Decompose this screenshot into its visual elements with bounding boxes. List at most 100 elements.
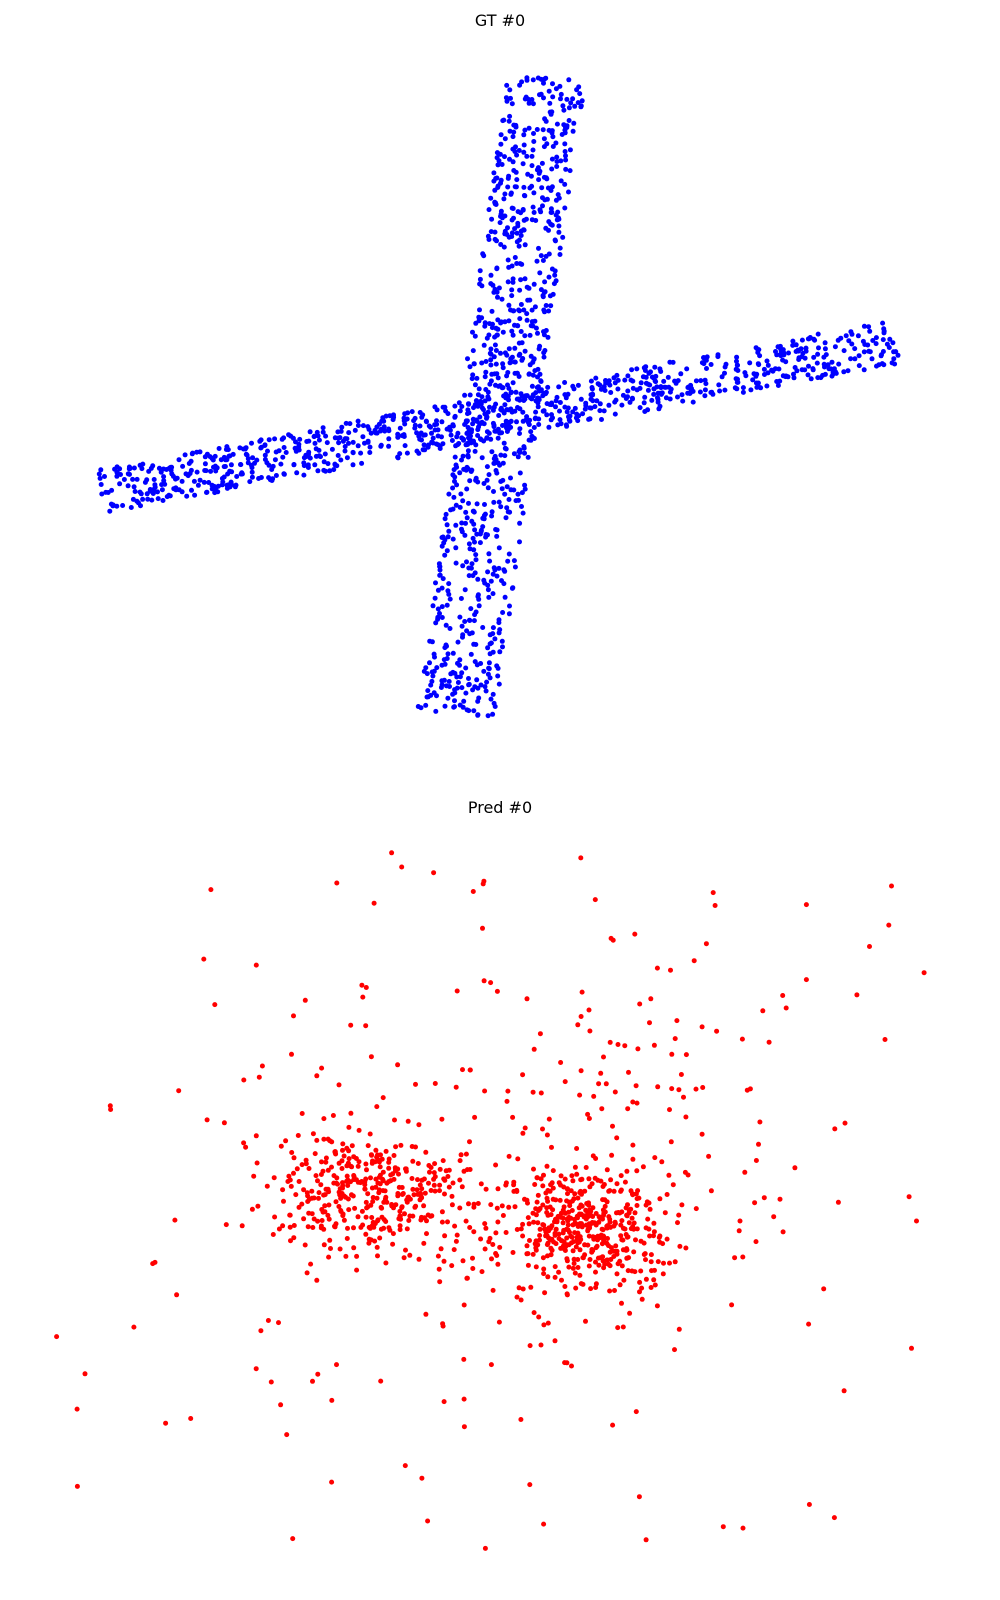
scatter-point bbox=[543, 328, 549, 333]
scatter-point bbox=[444, 602, 450, 608]
scatter-point bbox=[540, 1202, 546, 1208]
scatter-point bbox=[315, 1178, 320, 1184]
scatter-point bbox=[592, 1235, 598, 1240]
scatter-point bbox=[482, 511, 488, 517]
scatter-point bbox=[506, 611, 512, 617]
scatter-point bbox=[301, 463, 307, 469]
scatter-point bbox=[554, 121, 560, 127]
scatter-point bbox=[410, 1186, 416, 1192]
scatter-point bbox=[838, 335, 844, 341]
scatter-point bbox=[514, 419, 519, 425]
scatter-point bbox=[572, 1191, 578, 1197]
scatter-point bbox=[651, 1220, 657, 1226]
scatter-point bbox=[811, 354, 817, 360]
scatter-point bbox=[321, 1242, 327, 1248]
scatter-point bbox=[575, 1224, 581, 1229]
scatter-point bbox=[457, 470, 463, 476]
scatter-point bbox=[415, 1161, 421, 1166]
scatter-point bbox=[346, 1124, 352, 1130]
scatter-point bbox=[626, 1220, 632, 1226]
scatter-point bbox=[348, 1110, 354, 1116]
scatter-point bbox=[373, 430, 379, 436]
scatter-point bbox=[517, 261, 523, 267]
scatter-point bbox=[285, 1179, 291, 1184]
scatter-point bbox=[629, 367, 635, 373]
scatter-point bbox=[895, 352, 901, 358]
scatter-point bbox=[471, 1229, 477, 1235]
scatter-point bbox=[541, 95, 546, 101]
scatter-point bbox=[612, 1288, 617, 1293]
scatter-point bbox=[538, 287, 544, 293]
scatter-point bbox=[419, 1214, 424, 1220]
scatter-point bbox=[796, 348, 801, 354]
scatter-point bbox=[480, 625, 486, 630]
scatter-point bbox=[496, 413, 502, 418]
scatter-point bbox=[508, 424, 514, 430]
scatter-point bbox=[482, 1088, 488, 1094]
scatter-point bbox=[525, 297, 531, 303]
scatter-point bbox=[347, 421, 353, 427]
scatter-point bbox=[493, 1230, 499, 1236]
scatter-point bbox=[310, 1378, 315, 1384]
scatter-point bbox=[542, 1290, 548, 1296]
scatter-point bbox=[500, 460, 506, 466]
scatter-point bbox=[358, 1180, 363, 1186]
scatter-point bbox=[495, 665, 501, 671]
scatter-point bbox=[224, 482, 230, 488]
scatter-point bbox=[464, 486, 470, 492]
scatter-point bbox=[473, 442, 479, 448]
scatter-point bbox=[535, 330, 540, 336]
scatter-point bbox=[558, 178, 564, 184]
scatter-point bbox=[504, 505, 510, 511]
scatter-point bbox=[538, 378, 544, 384]
scatter-point bbox=[517, 316, 523, 322]
scatter-point bbox=[537, 270, 543, 276]
scatter-point bbox=[683, 1052, 689, 1058]
scatter-point bbox=[606, 1214, 612, 1220]
scatter-point bbox=[845, 368, 851, 374]
scatter-point bbox=[488, 436, 494, 442]
scatter-point bbox=[452, 698, 457, 704]
scatter-point bbox=[152, 482, 158, 488]
scatter-point bbox=[530, 101, 536, 107]
scatter-point bbox=[481, 978, 487, 984]
scatter-point bbox=[630, 1142, 636, 1148]
scatter-point bbox=[423, 1311, 429, 1317]
scatter-point bbox=[349, 1192, 354, 1198]
scatter-point bbox=[505, 184, 511, 190]
scatter-point bbox=[601, 1054, 606, 1060]
scatter-point bbox=[543, 75, 549, 81]
scatter-point bbox=[412, 415, 418, 421]
scatter-point bbox=[690, 388, 696, 394]
scatter-point bbox=[363, 1231, 369, 1237]
scatter-point bbox=[449, 1202, 455, 1208]
scatter-point bbox=[365, 439, 371, 445]
scatter-point bbox=[513, 169, 519, 175]
scatter-point bbox=[514, 1227, 520, 1232]
scatter-point bbox=[526, 125, 532, 131]
scatter-point bbox=[479, 455, 485, 461]
scatter-point bbox=[490, 1287, 496, 1293]
scatter-point bbox=[554, 217, 560, 223]
scatter-point bbox=[447, 596, 453, 602]
scatter-point bbox=[531, 139, 537, 144]
scatter-point bbox=[180, 463, 186, 469]
scatter-point bbox=[343, 1194, 348, 1200]
scatter-point bbox=[262, 452, 268, 458]
scatter-point bbox=[547, 100, 553, 106]
scatter-point bbox=[344, 1163, 350, 1169]
scatter-point bbox=[469, 630, 475, 636]
scatter-point bbox=[470, 372, 476, 378]
scatter-point bbox=[212, 463, 218, 469]
scatter-point bbox=[615, 1210, 621, 1215]
scatter-point bbox=[131, 1324, 137, 1330]
scatter-point bbox=[672, 1259, 678, 1265]
scatter-point bbox=[588, 1286, 594, 1292]
scatter-point bbox=[880, 337, 886, 343]
scatter-point bbox=[470, 889, 476, 894]
scatter-point bbox=[379, 1205, 385, 1211]
scatter-point bbox=[518, 329, 524, 334]
scatter-point bbox=[561, 107, 567, 113]
scatter-point bbox=[552, 1338, 558, 1344]
scatter-point bbox=[552, 1274, 558, 1280]
